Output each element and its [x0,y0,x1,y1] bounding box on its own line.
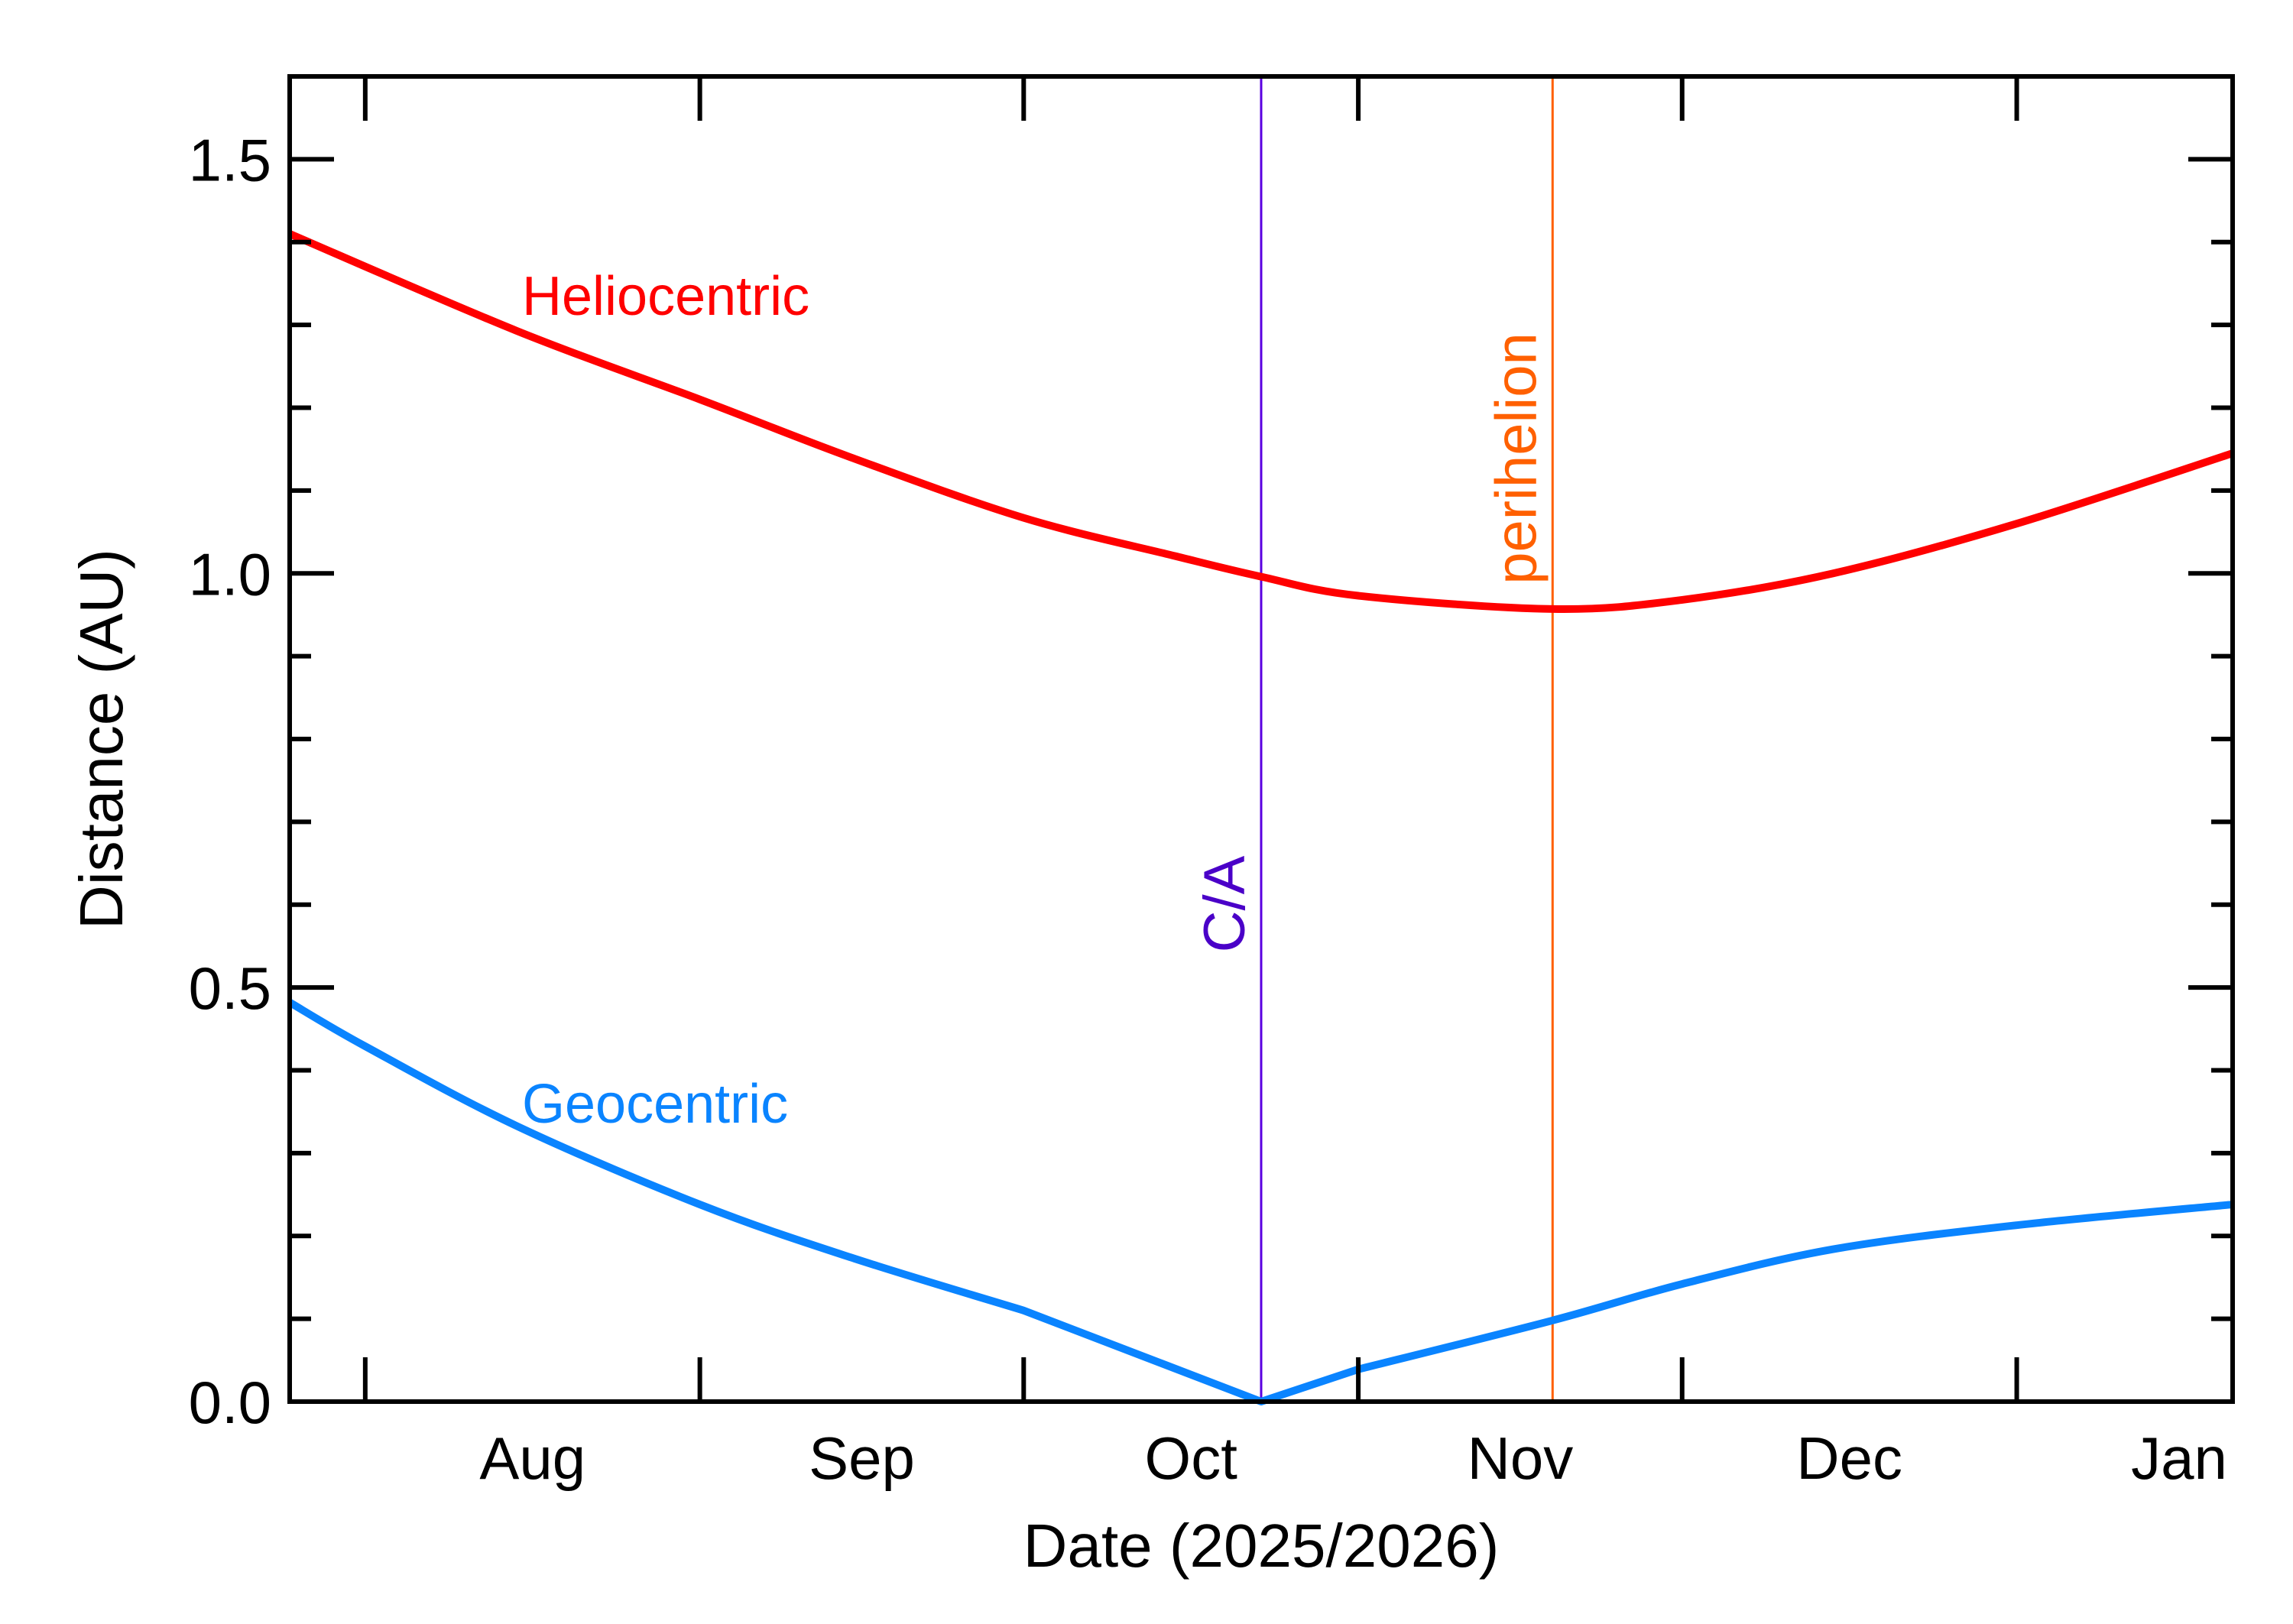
series-line-geocentric [287,999,2233,1405]
y-tick-label: 0.0 [189,1369,271,1436]
annotation-label-0: C/A [1192,855,1257,952]
series-line-heliocentric [288,230,2234,613]
plot-frame [287,74,2235,1404]
y-tick-label: 1.0 [189,540,271,608]
x-axis-title: Date (2025/2026) [1023,1512,1500,1580]
series-label-heliocentric: Heliocentric [522,266,809,327]
x-tick-label: Oct [1145,1425,1238,1492]
x-tick-label: Sep [809,1425,915,1492]
y-tick-label: 1.5 [189,126,271,193]
annotation-label-1: perihelion [1484,332,1549,585]
x-tick-label: Aug [479,1425,585,1492]
x-tick-label: Jan [2131,1425,2227,1492]
x-tick-label: Nov [1468,1425,1574,1492]
series-label-geocentric: Geocentric [522,1074,788,1135]
y-axis-title: Distance (AU) [67,549,135,929]
y-tick-label: 0.5 [189,955,271,1022]
x-tick-label: Dec [1796,1425,1902,1492]
